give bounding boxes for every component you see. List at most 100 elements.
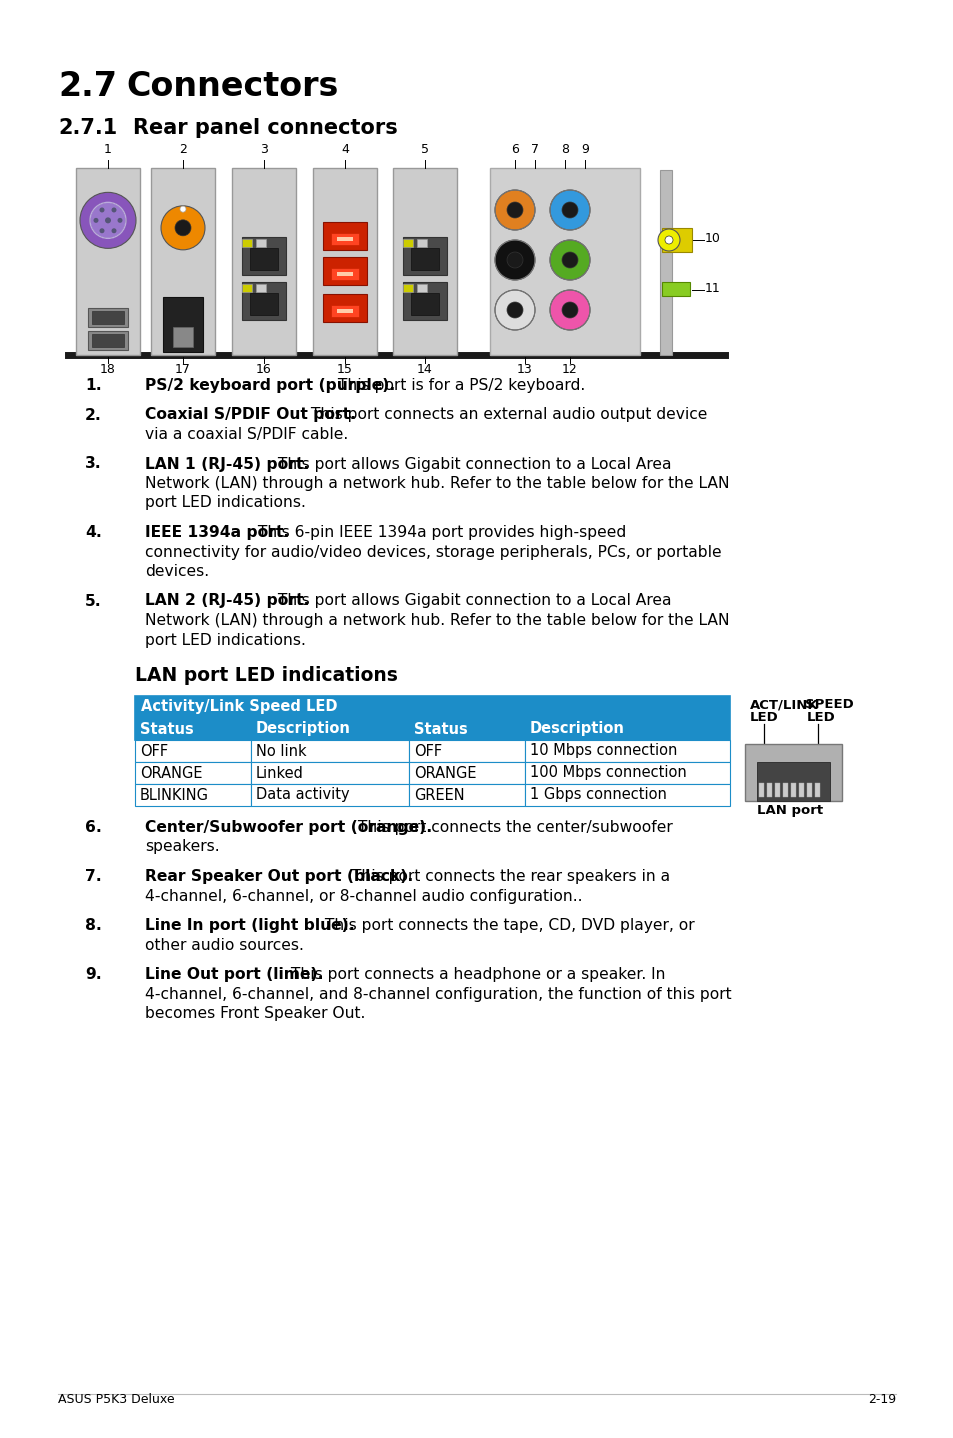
Bar — [766, 784, 771, 797]
Bar — [135, 696, 729, 741]
Text: Center/Subwoofer port (orange).: Center/Subwoofer port (orange). — [145, 820, 432, 835]
Bar — [331, 233, 358, 244]
Bar — [757, 762, 829, 801]
Text: 13: 13 — [517, 362, 533, 375]
Text: LAN port LED indications: LAN port LED indications — [135, 666, 397, 684]
Bar — [232, 168, 295, 355]
Bar — [135, 762, 251, 784]
Circle shape — [495, 290, 535, 329]
Bar — [251, 741, 408, 762]
Bar — [774, 784, 780, 797]
Text: LED: LED — [806, 710, 835, 723]
Text: devices.: devices. — [145, 564, 209, 580]
Text: Connectors: Connectors — [126, 70, 338, 104]
Circle shape — [105, 217, 111, 223]
Bar — [88, 308, 128, 326]
Bar — [408, 762, 524, 784]
Bar — [524, 741, 729, 762]
Bar — [323, 221, 367, 250]
Text: 6.: 6. — [85, 820, 102, 835]
Text: connectivity for audio/video devices, storage peripherals, PCs, or portable: connectivity for audio/video devices, st… — [145, 545, 720, 559]
Bar — [336, 309, 353, 313]
Bar — [524, 718, 729, 741]
Bar — [416, 283, 427, 292]
Bar — [255, 283, 266, 292]
Bar — [744, 743, 841, 801]
Text: OFF: OFF — [414, 743, 441, 758]
Bar — [661, 229, 691, 252]
Text: 2-19: 2-19 — [867, 1393, 895, 1406]
Text: Rear Speaker Out port (black).: Rear Speaker Out port (black). — [145, 869, 413, 884]
Text: Status: Status — [414, 722, 467, 736]
Circle shape — [117, 219, 122, 223]
Bar — [151, 168, 214, 355]
Text: LAN 2 (RJ-45) port.: LAN 2 (RJ-45) port. — [145, 594, 309, 608]
Circle shape — [664, 236, 672, 244]
Text: This port allows Gigabit connection to a Local Area: This port allows Gigabit connection to a… — [273, 594, 671, 608]
Text: 3: 3 — [260, 142, 268, 155]
Circle shape — [561, 302, 578, 318]
Bar — [661, 282, 689, 296]
Bar — [790, 784, 795, 797]
Circle shape — [658, 229, 679, 252]
Bar — [336, 237, 353, 242]
Circle shape — [506, 201, 522, 219]
Text: 5.: 5. — [85, 594, 102, 608]
Bar — [408, 784, 524, 807]
Circle shape — [90, 203, 126, 239]
Circle shape — [550, 190, 589, 230]
Text: 2.7: 2.7 — [58, 70, 117, 104]
Bar — [416, 239, 427, 247]
Text: Network (LAN) through a network hub. Refer to the table below for the LAN: Network (LAN) through a network hub. Ref… — [145, 613, 729, 628]
Bar — [242, 237, 286, 275]
Bar — [135, 718, 251, 741]
Text: Network (LAN) through a network hub. Refer to the table below for the LAN: Network (LAN) through a network hub. Ref… — [145, 476, 729, 490]
Circle shape — [93, 219, 98, 223]
Bar — [250, 247, 277, 270]
Text: This port connects a headphone or a speaker. In: This port connects a headphone or a spea… — [286, 966, 665, 982]
Bar — [255, 239, 266, 247]
Bar — [402, 239, 413, 247]
Text: port LED indications.: port LED indications. — [145, 633, 306, 647]
Text: 16: 16 — [255, 362, 272, 375]
Bar — [524, 762, 729, 784]
Bar — [782, 784, 787, 797]
Text: Data activity: Data activity — [255, 788, 350, 802]
Bar — [331, 305, 358, 316]
Bar — [251, 784, 408, 807]
Bar — [88, 331, 128, 349]
Bar — [135, 696, 729, 718]
Bar — [135, 741, 251, 762]
Text: This port connects the rear speakers in a: This port connects the rear speakers in … — [346, 869, 669, 884]
Text: 10: 10 — [704, 232, 720, 244]
Text: 12: 12 — [561, 362, 578, 375]
Text: 8: 8 — [560, 142, 568, 155]
Text: 1 Gbps connection: 1 Gbps connection — [529, 788, 666, 802]
Text: 5: 5 — [420, 142, 429, 155]
Bar — [490, 168, 639, 355]
Text: Coaxial S/PDIF Out port.: Coaxial S/PDIF Out port. — [145, 407, 355, 423]
Circle shape — [495, 240, 535, 280]
Text: Description: Description — [529, 722, 624, 736]
Circle shape — [180, 206, 186, 213]
Bar — [242, 283, 252, 292]
Circle shape — [495, 190, 535, 230]
Text: This port connects an external audio output device: This port connects an external audio out… — [306, 407, 707, 423]
Text: 18: 18 — [100, 362, 116, 375]
Text: ASUS P5K3 Deluxe: ASUS P5K3 Deluxe — [58, 1393, 174, 1406]
Text: BLINKING: BLINKING — [140, 788, 209, 802]
Text: GREEN: GREEN — [414, 788, 464, 802]
Bar — [806, 784, 811, 797]
Text: ACT/LINK: ACT/LINK — [749, 697, 818, 710]
Bar — [393, 168, 456, 355]
Circle shape — [99, 229, 105, 233]
Circle shape — [561, 252, 578, 267]
Circle shape — [112, 229, 116, 233]
Text: 10 Mbps connection: 10 Mbps connection — [529, 743, 677, 758]
Text: 7: 7 — [531, 142, 538, 155]
Text: IEEE 1394a port.: IEEE 1394a port. — [145, 525, 289, 541]
Bar — [91, 311, 124, 324]
Bar — [759, 784, 763, 797]
Text: LAN port: LAN port — [756, 804, 822, 817]
Bar — [242, 239, 252, 247]
